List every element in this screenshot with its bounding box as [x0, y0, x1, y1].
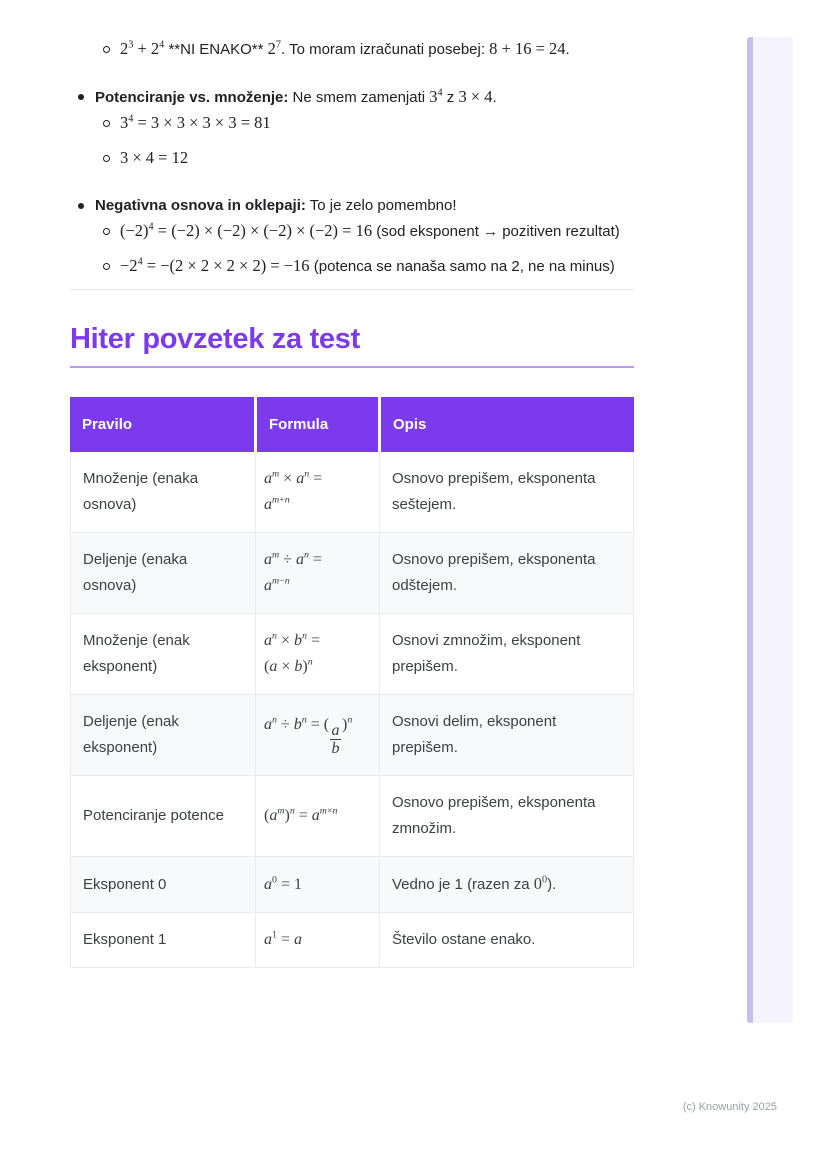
cell-opis: Osnovo prepišem, eksponenta zmnožim.: [379, 776, 635, 856]
cell-opis: Osnovo prepišem, eksponenta seštejem.: [379, 452, 635, 532]
note-text: 34 = 3 × 3 × 3 × 3 = 81: [120, 113, 271, 132]
header-cell-formula: Formula: [254, 397, 378, 452]
table-row: Potenciranje potence (am)n = am×n Osnovo p…: [71, 776, 633, 857]
note-item: 23 + 24 **NI ENAKO** 27. To moram izraču…: [70, 38, 760, 60]
bullet-circle-icon: [103, 263, 110, 270]
cell-pravilo: Potenciranje potence: [83, 807, 224, 824]
math-expression: an × bn = (a × b)n: [264, 630, 320, 675]
cell-pravilo: Eksponent 0: [83, 875, 167, 893]
cell-pravilo: Množenje (enaka osnova): [83, 470, 199, 513]
table-header-row: Pravilo Formula Opis: [70, 397, 634, 452]
math-expression: 34: [429, 87, 443, 106]
math-expression: 8 + 16 = 24: [489, 39, 566, 58]
cell-formula: am ÷ an = am−n: [255, 533, 379, 613]
table-row: Deljenje (enaka osnova) am ÷ an = am−n Osno…: [71, 533, 633, 614]
cell-opis: Osnovi zmnožim, eksponent prepišem.: [379, 614, 635, 694]
cell-formula: a0 = 1: [255, 857, 379, 912]
header-cell-pravilo: Pravilo: [70, 397, 254, 452]
math-expression: a0 = 1: [264, 874, 302, 893]
section-title: Hiter povzetek za test: [70, 323, 360, 355]
cell-opis: Vedno je 1 (razen za 00).: [379, 857, 635, 912]
table-row: Deljenje (enak eksponent) an ÷ bn = (a b)n…: [71, 695, 633, 776]
note-item: 3 × 4 = 12: [70, 147, 760, 169]
note-text: 23 + 24 **NI ENAKO** 27. To moram izraču…: [120, 39, 570, 58]
cell-formula: am × an = am+n: [255, 452, 379, 532]
cell-formula: (am)n = am×n: [255, 776, 379, 856]
note-item: Potenciranje vs. množenje: Ne smem zamen…: [70, 86, 760, 108]
table-row: Množenje (enak eksponent) an × bn = (a × b…: [71, 614, 633, 695]
cell-pravilo: Deljenje (enaka osnova): [83, 551, 188, 594]
copyright-text: (c) Knowunity 2025: [682, 1101, 777, 1113]
table-row: Eksponent 0 a0 = 1 Vedno je 1 (razen za 00…: [71, 857, 633, 913]
summary-table: Pravilo Formula Opis Množenje (enaka osn…: [70, 397, 634, 968]
bullet-circle-icon: [103, 120, 110, 127]
note-text: −24 = −(2 × 2 × 2 × 2) = −16 (potenca se…: [120, 256, 615, 275]
math-expression: (−2)4 = (−2) × (−2) × (−2) × (−2) = 16: [120, 221, 373, 240]
note-item: −24 = −(2 × 2 × 2 × 2) = −16 (potenca se…: [70, 255, 760, 277]
bullet-disc-icon: [78, 203, 84, 209]
cell-pravilo: Eksponent 1: [83, 931, 167, 948]
cell-opis: Število ostane enako.: [379, 913, 635, 967]
note-text: Negativna osnova in oklepaji: To je zelo…: [95, 197, 457, 214]
math-expression: 00: [533, 874, 548, 893]
cell-opis: Osnovo prepišem, eksponenta odštejem.: [379, 533, 635, 613]
bullet-circle-icon: [103, 46, 110, 53]
math-expression: −24 = −(2 × 2 × 2 × 2) = −16: [120, 256, 310, 275]
cell-formula: an ÷ bn = (a b)n: [255, 695, 379, 775]
bullet-circle-icon: [103, 228, 110, 235]
note-text: Potenciranje vs. množenje: Ne smem zamen…: [95, 87, 497, 106]
cell-opis: Osnovi delim, eksponent prepišem.: [379, 695, 635, 775]
math-expression: an ÷ bn = (: [264, 714, 330, 734]
note-item: 34 = 3 × 3 × 3 × 3 = 81: [70, 112, 760, 134]
bullet-disc-icon: [78, 94, 84, 100]
cell-formula: a1 = a: [255, 913, 379, 967]
header-cell-opis: Opis: [378, 397, 634, 452]
scrollbar-strip[interactable]: [747, 37, 793, 1023]
table-row: Eksponent 1 a1 = a Število ostane enako.: [71, 913, 633, 967]
section-divider: [70, 289, 634, 290]
note-item: (−2)4 = (−2) × (−2) × (−2) × (−2) = 16 (…: [70, 220, 760, 242]
cell-pravilo: Deljenje (enak eksponent): [83, 713, 179, 756]
math-expression: am ÷ an = am−n: [264, 549, 322, 594]
math-expression: )n: [342, 714, 353, 734]
note-item: Negativna osnova in oklepaji: To je zelo…: [70, 195, 760, 216]
math-expression: 27: [267, 39, 282, 58]
table-body: Množenje (enaka osnova) am × an = am+n Osno…: [70, 452, 634, 968]
note-text: (−2)4 = (−2) × (−2) × (−2) × (−2) = 16 (…: [120, 221, 620, 240]
math-expression: 34 = 3 × 3 × 3 × 3 = 81: [120, 113, 271, 132]
table-row: Množenje (enaka osnova) am × an = am+n Osno…: [71, 452, 633, 533]
cell-pravilo: Množenje (enak eksponent): [83, 632, 190, 675]
note-text: 3 × 4 = 12: [120, 148, 189, 167]
math-expression: a1 = a: [264, 929, 302, 948]
notes-list: 23 + 24 **NI ENAKO** 27. To moram izraču…: [70, 38, 760, 277]
cell-formula: an × bn = (a × b)n: [255, 614, 379, 694]
math-expression: 3 × 4: [458, 87, 493, 106]
title-underline: [70, 366, 634, 368]
math-expression: am × an = am+n: [264, 468, 323, 513]
bullet-circle-icon: [103, 155, 110, 162]
math-expression: 3 × 4 = 12: [120, 148, 189, 167]
math-expression: (am)n = am×n: [264, 805, 338, 824]
math-expression: 23 + 24: [120, 39, 165, 58]
